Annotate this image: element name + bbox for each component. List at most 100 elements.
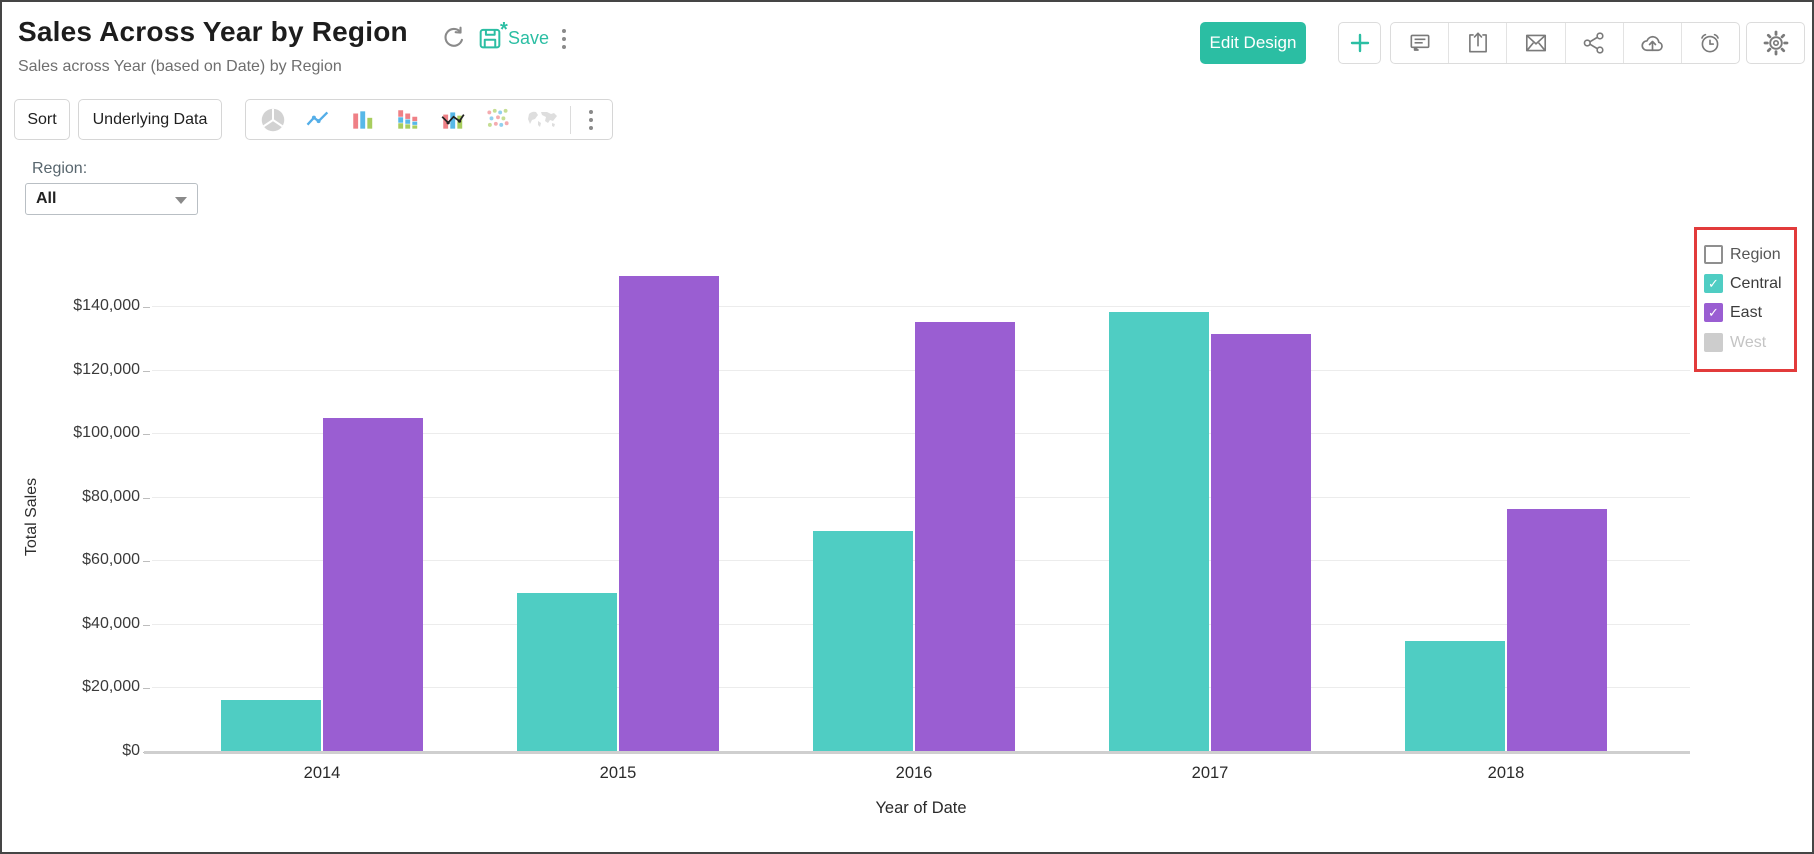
edit-design-button[interactable]: Edit Design: [1200, 22, 1306, 64]
y-tick-mark: [143, 624, 150, 626]
legend-title-checkbox[interactable]: [1704, 245, 1723, 264]
email-button[interactable]: [1506, 23, 1564, 63]
pie-chart-icon: [258, 105, 288, 135]
legend-label-central: Central: [1730, 274, 1782, 292]
region-filter-label: Region:: [32, 160, 88, 177]
chart-type-switcher: [245, 99, 613, 140]
bar-chart-icon: [350, 107, 376, 133]
page-subtitle: Sales across Year (based on Date) by Reg…: [18, 58, 342, 75]
more-chart-types-icon: [589, 109, 593, 130]
chart-type-scatter[interactable]: [475, 100, 520, 139]
x-axis-title: Year of Date: [875, 799, 967, 817]
add-button[interactable]: [1338, 22, 1381, 64]
x-tick-label: 2014: [303, 764, 341, 782]
legend-checkbox-west[interactable]: [1704, 333, 1723, 352]
legend-checkbox-central[interactable]: ✓: [1704, 274, 1723, 293]
cloud-upload-icon: [1639, 30, 1666, 57]
legend-item-west[interactable]: West: [1704, 333, 1766, 352]
comment-icon: [1407, 30, 1433, 56]
line-chart-icon: [304, 106, 332, 134]
region-filter-dropdown[interactable]: All: [25, 183, 198, 215]
settings-button[interactable]: [1746, 22, 1805, 64]
y-tick-label: $0: [122, 742, 140, 759]
bar-east-2014[interactable]: [323, 418, 423, 752]
kebab-icon: [562, 29, 566, 49]
chart-type-stacked-bar[interactable]: [385, 100, 430, 139]
save-button[interactable]: * Save: [476, 19, 550, 54]
y-tick-label: $140,000: [73, 297, 140, 315]
y-tick-label: $60,000: [82, 551, 140, 569]
bar-central-2018[interactable]: [1405, 640, 1505, 752]
legend-item-east[interactable]: ✓ East: [1704, 303, 1762, 322]
more-chart-types-button[interactable]: [576, 100, 606, 139]
page-title: Sales Across Year by Region: [18, 16, 408, 47]
y-tick-mark: [143, 307, 150, 309]
bar-east-2015[interactable]: [619, 275, 719, 752]
y-tick-label: $80,000: [82, 487, 140, 505]
bar-east-2016[interactable]: [915, 321, 1015, 752]
legend-checkbox-east[interactable]: ✓: [1704, 303, 1723, 322]
y-tick-mark: [143, 370, 150, 372]
legend-label-east: East: [1730, 303, 1763, 321]
bar-east-2018[interactable]: [1507, 509, 1607, 752]
legend-title: Region: [1730, 245, 1781, 263]
underlying-data-button[interactable]: Underlying Data: [78, 99, 222, 140]
sort-button[interactable]: Sort: [14, 99, 70, 140]
chart-type-line[interactable]: [295, 100, 340, 139]
settings-icon: [1762, 29, 1790, 57]
share-actions-bar: [1390, 22, 1740, 64]
y-tick-label: $40,000: [82, 614, 140, 632]
scatter-chart-icon: [485, 107, 511, 133]
stacked-bar-icon: [395, 107, 421, 133]
y-axis-labels: $0 $20,000 $40,000 $60,000 $80,000 $100,000 $1…: [2, 231, 140, 759]
bar-central-2017[interactable]: [1109, 312, 1209, 752]
email-icon: [1523, 30, 1549, 56]
refresh-button[interactable]: [438, 22, 470, 54]
legend-label-west: West: [1730, 333, 1767, 351]
y-tick-label: $120,000: [73, 360, 140, 378]
bar-line-combo-icon: [440, 107, 466, 133]
chart-type-bar-line-combo[interactable]: [430, 100, 475, 139]
schedule-icon: [1697, 30, 1723, 56]
map-chart-icon: [526, 107, 560, 133]
chart-type-map[interactable]: [520, 100, 565, 139]
gridline: [152, 306, 1690, 308]
y-tick-label: $100,000: [73, 424, 140, 442]
export-icon: [1465, 30, 1491, 56]
chevron-down-icon: [175, 197, 187, 204]
cloud-upload-button[interactable]: [1622, 23, 1681, 63]
x-axis-line: [144, 751, 1690, 754]
save-label: Save: [508, 27, 550, 48]
region-filter-value: All: [36, 190, 57, 207]
refresh-icon: [440, 24, 468, 52]
y-tick-mark: [143, 434, 150, 436]
y-tick-mark: [143, 561, 150, 563]
legend-title-row[interactable]: Region: [1704, 245, 1781, 264]
x-tick-label: 2015: [599, 764, 637, 782]
share-button[interactable]: [1564, 23, 1623, 63]
y-tick-mark: [143, 688, 150, 690]
bar-central-2016[interactable]: [813, 531, 913, 752]
bar-central-2014[interactable]: [221, 700, 321, 752]
chart-type-pie[interactable]: [250, 100, 295, 139]
y-tick-mark: [143, 497, 150, 499]
export-button[interactable]: [1448, 23, 1506, 63]
chart-type-bar[interactable]: [340, 100, 385, 139]
strip-divider: [570, 105, 571, 134]
plus-icon: [1348, 31, 1372, 55]
schedule-button[interactable]: [1680, 23, 1739, 63]
share-icon: [1581, 30, 1607, 56]
bar-chart-plot-area: [152, 231, 1690, 752]
title-more-menu-button[interactable]: [554, 26, 574, 52]
comment-button[interactable]: [1391, 23, 1448, 63]
x-tick-label: 2018: [1487, 764, 1525, 782]
x-tick-label: 2016: [895, 764, 933, 782]
y-tick-label: $20,000: [82, 678, 140, 696]
bar-east-2017[interactable]: [1211, 334, 1311, 752]
save-icon: [476, 24, 504, 52]
legend-highlight-annotation: [1694, 227, 1797, 372]
x-tick-label: 2017: [1191, 764, 1229, 782]
legend-item-central[interactable]: ✓ Central: [1704, 274, 1782, 293]
bar-central-2015[interactable]: [517, 593, 617, 752]
